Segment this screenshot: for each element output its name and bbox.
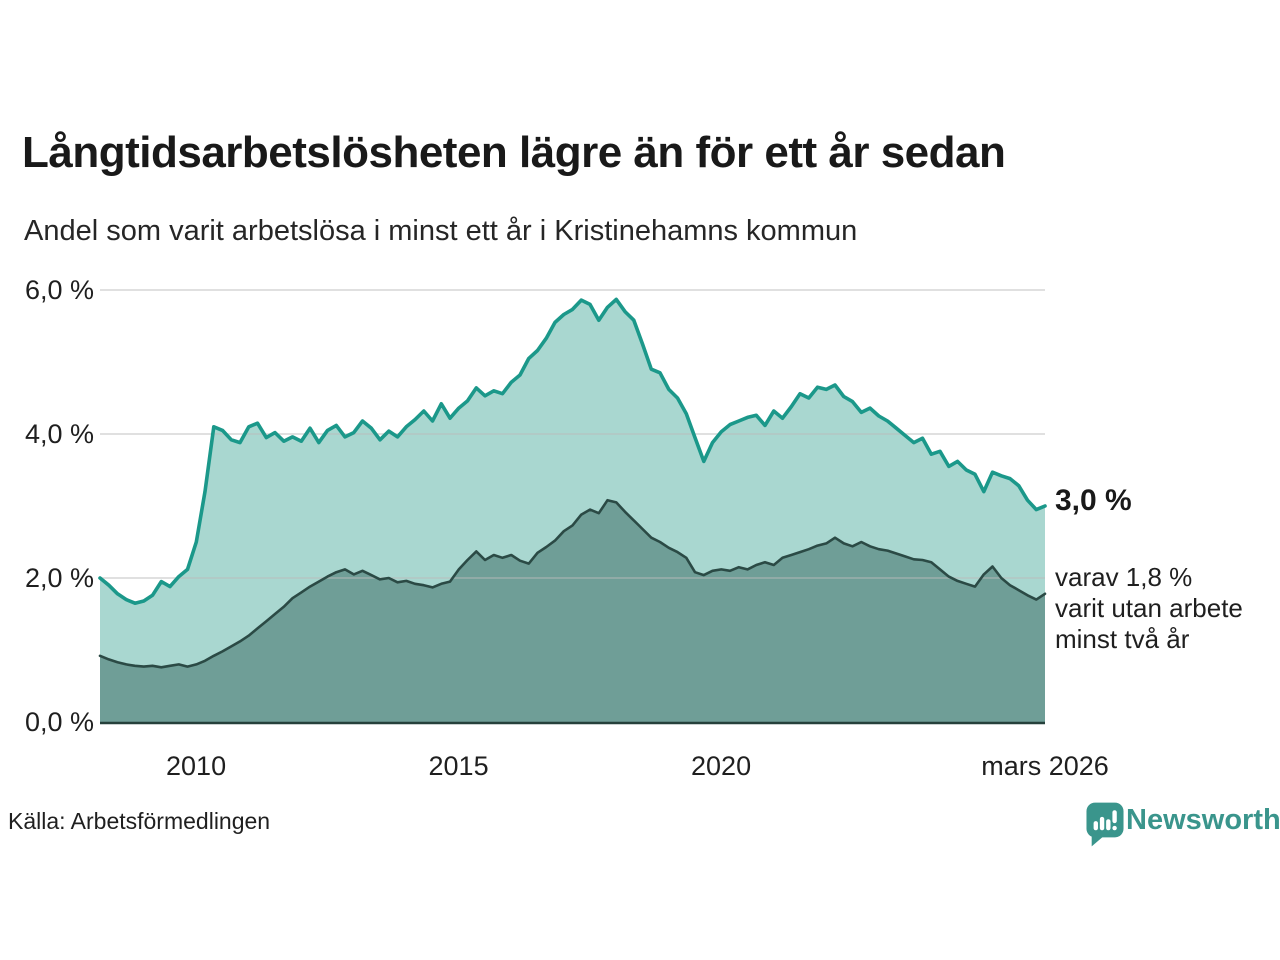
end-value-label: 3,0 % [1055, 484, 1132, 517]
end-note: varav 1,8 % varit utan arbete minst två … [1055, 562, 1275, 655]
y-axis-label: 2,0 % [24, 563, 94, 593]
source-attribution: Källa: Arbetsförmedlingen [8, 808, 271, 834]
series-min-two-years-area [100, 500, 1045, 722]
end-note-line: varav 1,8 % [1055, 562, 1193, 593]
x-axis-label: 2020 [691, 751, 752, 781]
y-axis-label: 0,0 % [24, 707, 94, 737]
x-axis-label: mars 2026 [981, 751, 1109, 781]
page-subtitle: Andel som varit arbetslösa i minst ett å… [24, 215, 858, 247]
newsworthy-logo-icon [1086, 802, 1124, 847]
series-min-two-years-line [98, 498, 1047, 669]
page-title: Långtidsarbetslösheten lägre än för ett … [22, 128, 1006, 177]
y-axis-label: 4,0 % [24, 419, 94, 449]
end-note-line: varit utan arbete [1055, 593, 1243, 624]
series-min-one-year-line [98, 297, 1047, 605]
x-axis-label: 2010 [166, 751, 227, 781]
newsworthy-logo-text: Newsworthy [1126, 804, 1280, 836]
x-axis-label: 2015 [428, 751, 489, 781]
end-note-line: minst två år [1055, 624, 1190, 655]
y-axis-label: 6,0 % [24, 275, 94, 305]
